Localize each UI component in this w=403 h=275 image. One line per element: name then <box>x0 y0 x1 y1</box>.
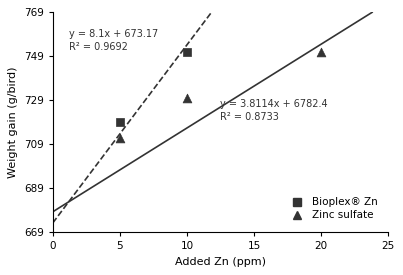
Text: R² = 0.9692: R² = 0.9692 <box>69 42 128 52</box>
Legend: Bioplex® Zn, Zinc sulfate: Bioplex® Zn, Zinc sulfate <box>285 195 380 222</box>
Y-axis label: Weight gain (g/bird): Weight gain (g/bird) <box>8 67 18 178</box>
Point <box>184 96 190 100</box>
Text: y = 8.1x + 673.17: y = 8.1x + 673.17 <box>69 29 158 38</box>
Point <box>318 50 324 54</box>
Point <box>116 120 123 124</box>
Point <box>116 135 123 140</box>
Point <box>184 50 190 54</box>
X-axis label: Added Zn (ppm): Added Zn (ppm) <box>175 257 266 267</box>
Text: y = 3.8114x + 6782.4: y = 3.8114x + 6782.4 <box>220 99 328 109</box>
Text: R² = 0.8733: R² = 0.8733 <box>220 112 279 122</box>
